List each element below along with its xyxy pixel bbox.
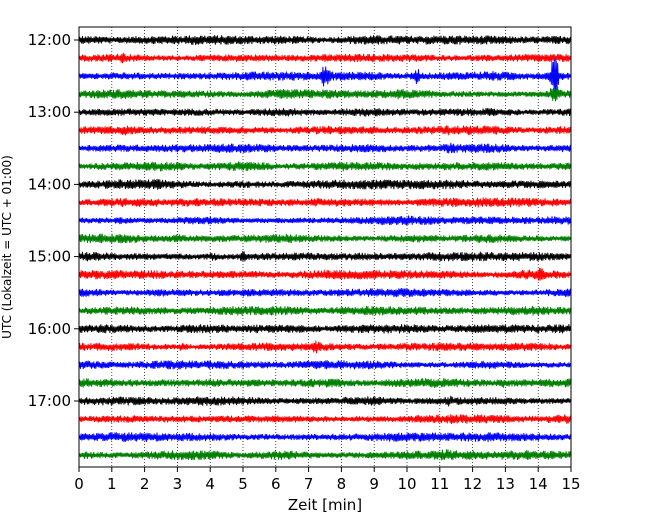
y-tick-label: 15:00 <box>28 248 71 266</box>
trace-1330 <box>78 142 572 154</box>
trace-1345 <box>78 161 572 172</box>
y-tick-label: 14:00 <box>28 175 71 193</box>
trace-1600 <box>78 324 572 334</box>
trace-1715 <box>78 414 572 424</box>
trace-1200 <box>78 35 572 46</box>
x-tick-label: 9 <box>369 475 379 493</box>
trace-1615 <box>78 340 572 354</box>
y-tick-label: 13:00 <box>28 103 71 121</box>
x-axis-label: Zeit [min] <box>288 496 362 514</box>
x-tick-label: 12 <box>463 475 482 493</box>
x-tick-label: 2 <box>140 475 150 493</box>
y-tick-label: 12:00 <box>28 31 71 49</box>
x-tick-label: 15 <box>561 475 580 493</box>
x-tick-label: 14 <box>529 475 548 493</box>
x-tick-label: 4 <box>205 475 215 493</box>
y-tick-label: 17:00 <box>28 392 71 410</box>
trace-1430 <box>78 215 572 226</box>
x-tick-label: 7 <box>304 475 314 493</box>
trace-1415 <box>78 197 572 208</box>
trace-1400 <box>78 178 572 190</box>
x-tick-label: 8 <box>337 475 347 493</box>
y-tick-label: 16:00 <box>28 320 71 338</box>
trace-1645 <box>78 378 572 388</box>
trace-1530 <box>78 287 572 298</box>
trace-1245 <box>78 86 572 102</box>
trace-1545 <box>78 305 572 316</box>
x-tick-label: 11 <box>430 475 449 493</box>
y-axis-ticks: 12:00 13:00 14:00 15:00 16:00 17:00 <box>28 31 79 410</box>
x-tick-label: 6 <box>271 475 281 493</box>
trace-1515 <box>78 267 572 281</box>
x-tick-label: 0 <box>74 475 84 493</box>
trace-1445 <box>78 233 572 244</box>
x-tick-label: 3 <box>173 475 183 493</box>
traces-group <box>78 35 572 461</box>
trace-1300 <box>78 107 572 117</box>
trace-1730 <box>78 432 572 443</box>
trace-1500 <box>78 251 572 262</box>
plot-frame <box>78 26 572 468</box>
x-axis-ticks: 0 1 2 3 4 5 6 7 8 9 10 11 12 13 14 15 <box>74 467 581 493</box>
trace-1215 <box>78 52 572 64</box>
trace-1315 <box>78 125 572 136</box>
x-tick-label: 5 <box>238 475 248 493</box>
trace-1745 <box>78 449 572 461</box>
trace-1230 <box>78 58 572 98</box>
x-tick-label: 1 <box>107 475 117 493</box>
trace-1700 <box>78 395 572 407</box>
x-tick-label: 10 <box>397 475 416 493</box>
grid-lines <box>111 27 539 467</box>
trace-1630 <box>78 359 572 370</box>
y-axis-label: UTC (Lokalzeit = UTC + 01:00) <box>0 155 14 339</box>
x-tick-label: 13 <box>496 475 515 493</box>
